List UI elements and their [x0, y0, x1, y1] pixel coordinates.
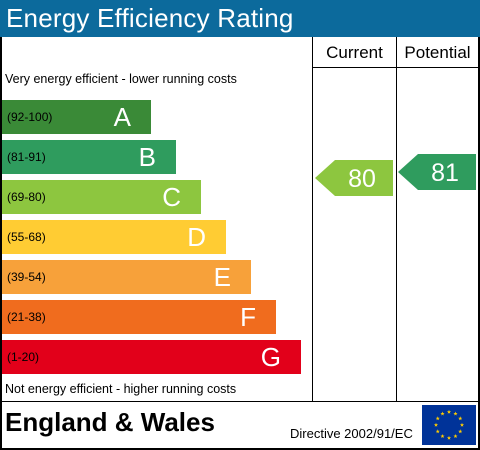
frame-bottom	[0, 448, 480, 450]
band-g: (1-20) G	[2, 340, 301, 374]
eu-star	[435, 416, 440, 421]
col-divider-potential	[396, 37, 397, 401]
band-c: (69-80) C	[2, 180, 201, 214]
eu-star	[453, 434, 458, 439]
header-bar: Energy Efficiency Rating	[0, 0, 480, 37]
caption-bottom: Not energy efficient - higher running co…	[5, 382, 237, 396]
current-rating-arrow: 80	[315, 160, 393, 196]
column-potential-header: Potential	[404, 43, 471, 62]
current-rating-shape	[315, 160, 393, 196]
frame-left	[0, 37, 2, 450]
footer-divider	[0, 401, 480, 402]
column-current-header: Current	[326, 43, 383, 62]
band-range-label: (92-100)	[7, 110, 53, 124]
band-letter-label: D	[187, 222, 206, 252]
eu-star	[458, 429, 463, 434]
band-letter-label: F	[240, 302, 256, 332]
eu-star	[440, 411, 445, 416]
frame-right	[478, 37, 480, 450]
band-letter-label: E	[213, 262, 231, 292]
band-b: (81-91) B	[2, 140, 176, 174]
band-range-label: (55-68)	[7, 230, 46, 244]
band-e: (39-54) E	[2, 260, 251, 294]
band-d: (55-68) D	[2, 220, 226, 254]
potential-rating-arrow: 81	[398, 154, 476, 190]
directive-label: Directive 2002/91/EC	[290, 426, 413, 441]
eu-star	[440, 434, 445, 439]
eu-star	[433, 422, 439, 427]
band-range-label: (39-54)	[7, 270, 46, 284]
eu-star	[458, 416, 463, 421]
eu-flag-icon	[422, 405, 476, 445]
band-range-label: (69-80)	[7, 190, 46, 204]
eu-star	[446, 435, 452, 440]
caption-top: Very energy efficient - lower running co…	[5, 72, 237, 86]
band-letter-label: G	[260, 342, 281, 372]
band-range-label: (21-38)	[7, 310, 46, 324]
col-divider-current	[312, 37, 313, 401]
chart-title: Energy Efficiency Rating	[6, 3, 294, 33]
region-label: England & Wales	[5, 407, 215, 437]
current-rating-value: 80	[348, 165, 376, 193]
band-range-label: (1-20)	[7, 350, 40, 364]
eu-star	[453, 411, 458, 416]
eu-star	[446, 409, 452, 414]
band-letter-label: C	[162, 182, 181, 212]
potential-rating-value: 81	[431, 159, 459, 187]
band-range-label: (81-91)	[7, 150, 46, 164]
potential-rating-shape	[398, 154, 476, 190]
eu-star	[459, 422, 465, 427]
band-letter-label: A	[113, 102, 131, 132]
eu-star	[435, 429, 440, 434]
band-f: (21-38) F	[2, 300, 276, 334]
band-letter-label: B	[138, 142, 156, 172]
band-a: (92-100) A	[2, 100, 151, 134]
